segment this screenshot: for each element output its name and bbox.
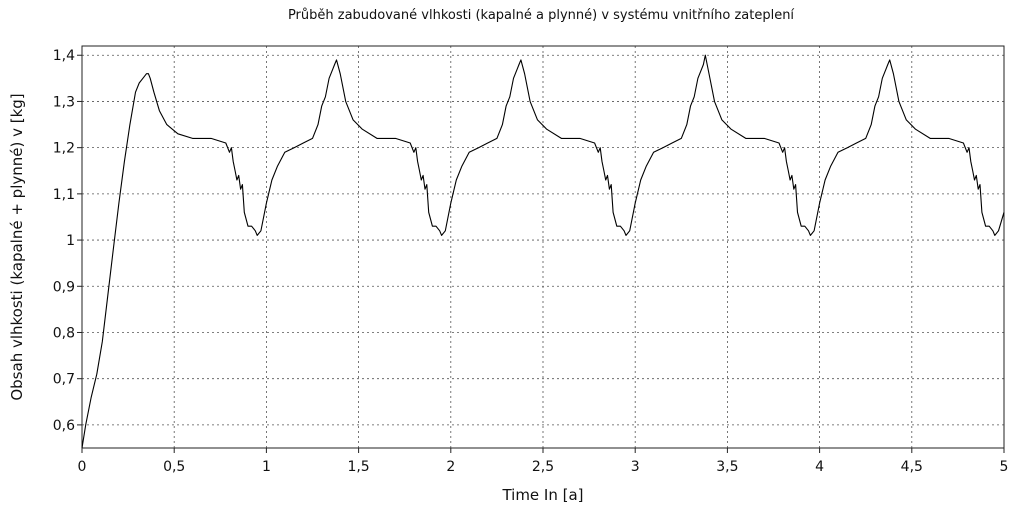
y-tick-label: 0,9: [53, 279, 75, 295]
x-tick-label: 4,5: [901, 459, 923, 475]
tick-labels: 0 0,5 1 1,5 2 2,5 3 3,5 4 4,5 5 0,6 0,7 0,8 0,9 1 1,1 1,2…: [53, 48, 1009, 475]
y-tick-label: 1,4: [53, 48, 75, 64]
x-axis-label: Time In [a]: [501, 486, 583, 504]
x-tick-label: 2: [446, 459, 455, 475]
series-line: [81, 54, 1005, 449]
y-tick-label: 1,2: [53, 141, 75, 157]
x-tick-label: 3: [631, 459, 640, 475]
y-tick-label: 1,3: [53, 94, 75, 110]
x-tick-label: 0,5: [163, 459, 185, 475]
ticks: [77, 54, 1005, 453]
x-tick-label: 3,5: [716, 459, 738, 475]
y-tick-label: 1,1: [53, 187, 75, 203]
chart-title: Průběh zabudované vlhkosti (kapalné a pl…: [288, 8, 794, 23]
x-tick-label: 5: [1000, 459, 1009, 475]
grid: [82, 46, 1004, 448]
x-tick-label: 4: [815, 459, 824, 475]
y-tick-label: 1: [66, 233, 75, 249]
y-tick-label: 0,8: [53, 325, 75, 341]
x-tick-label: 1,5: [347, 459, 369, 475]
x-tick-label: 2,5: [532, 459, 554, 475]
y-tick-label: 0,7: [53, 372, 75, 388]
y-tick-label: 0,6: [53, 418, 75, 434]
x-tick-label: 1: [262, 459, 271, 475]
x-tick-label: 0: [78, 459, 87, 475]
y-axis-label: Obsah vlhkosti (kapalné + plynné) v [kg]: [8, 93, 26, 400]
